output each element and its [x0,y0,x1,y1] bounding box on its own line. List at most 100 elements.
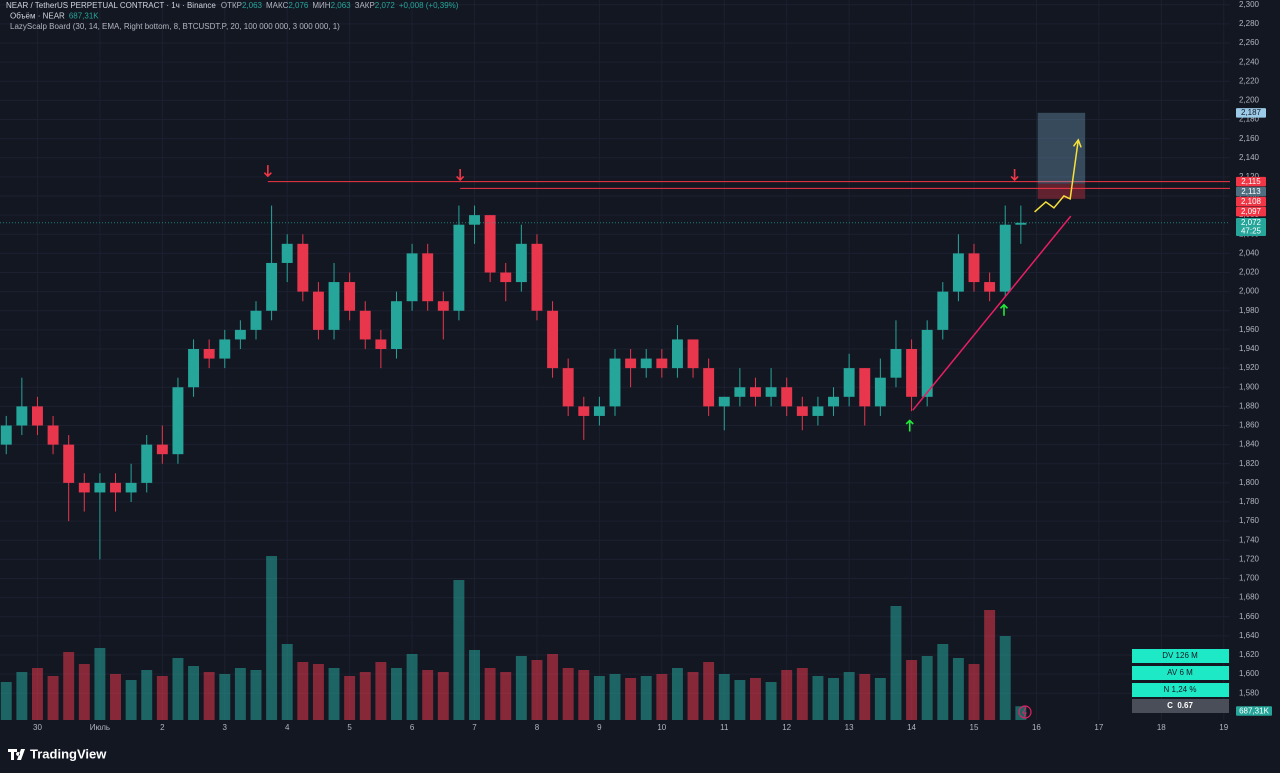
candle-body [422,253,434,302]
volume-bar [203,672,215,720]
y-tick-label: 1,860 [1239,421,1260,430]
x-tick-label: 16 [1032,723,1041,732]
y-tick-label: 1,680 [1239,593,1260,602]
volume-bar [812,676,824,720]
y-tick-label: 1,900 [1239,382,1260,391]
volume-bar [31,668,43,720]
candle-body [578,406,590,416]
candle-body [828,396,839,407]
candle-body [0,425,12,445]
field-value: 2,063 [331,1,352,10]
volume-label: 687,31K [1239,706,1269,715]
candle-body [328,282,340,330]
y-tick-label: 2,300 [1239,0,1260,9]
y-tick-label: 1,620 [1239,650,1260,659]
x-tick-label: 2 [160,723,165,732]
candle-body [968,253,980,283]
y-tick-label: 1,820 [1239,459,1260,468]
candle-body [734,387,746,397]
field-value: 2,063 [242,1,263,10]
y-tick-label: 2,000 [1239,287,1260,296]
volume-bar [718,674,730,720]
volume-bar [1015,706,1027,720]
volume-bar [765,682,777,720]
volume-bar [734,680,746,720]
price-label: 2,113 [1241,187,1261,196]
y-tick-label: 1,880 [1239,401,1260,410]
y-tick-label: 2,240 [1239,57,1260,66]
replay-icon[interactable] [1018,705,1032,719]
volume-bar [312,664,324,720]
y-tick-label: 1,920 [1239,363,1260,372]
candle-body [188,349,200,388]
volume-bar [437,672,449,720]
volume-bar [859,674,871,720]
x-tick-label: 30 [33,723,42,732]
y-tick-label: 2,200 [1239,96,1260,105]
volume-bar [531,660,543,720]
candle-body [843,368,855,397]
x-tick-label: 9 [597,723,602,732]
y-tick-label: 2,220 [1239,76,1260,85]
price-label: 2,108 [1241,197,1262,206]
volume-bar [234,668,246,720]
x-tick-label: 5 [347,723,352,732]
x-tick-label: 6 [410,723,415,732]
field-value: 2,076 [288,1,309,10]
x-tick-label: 18 [1157,723,1166,732]
axes: 1,580 1,600 1,620 1,640 1,660 1,680 1,700 1,720… [33,0,1272,732]
x-tick-label: 4 [285,723,290,732]
candle-body [406,253,418,302]
volume-bar [968,664,980,720]
candle-body [531,243,543,311]
volume-bar [500,672,512,720]
volume-bar [125,680,137,720]
volume-bar [266,556,278,720]
volume-bar [110,674,121,720]
candle-body [437,301,449,311]
footer: TradingView [8,746,107,761]
volume-bar [671,668,683,720]
signal-arrow [905,419,914,432]
candle-body [110,482,121,493]
volume-bar [562,668,574,720]
candle-body [609,358,621,407]
candle-body [781,387,793,407]
board-row [1132,666,1229,680]
candle-body [952,253,964,292]
candle-body [812,406,824,416]
volume-bar [578,670,590,720]
field-name: ЗАКР [355,1,375,10]
volume-value: 687,31K [69,12,99,21]
y-tick-label: 1,800 [1239,478,1260,487]
candle-body [1015,222,1027,225]
candle-body [562,368,574,407]
candle-body [718,396,730,407]
candle-body [297,243,309,292]
volume-bar [344,676,356,720]
volume-bar [391,668,402,720]
board-text: DV 126 M [1162,651,1198,660]
field-name: МИН [312,1,330,10]
candle-body [984,282,996,292]
y-tick-label: 1,720 [1239,554,1260,563]
volume-bar [453,580,465,720]
volume-bar [609,674,621,720]
x-tick-label: Июль [90,723,110,732]
candle-body [219,339,231,359]
y-tick-label: 2,160 [1239,134,1260,143]
volume-bar [890,606,902,720]
board: DV 126 M AV 6 M N 1,24 % C 0.67 [1132,649,1229,713]
board-text: N 1,24 % [1164,685,1197,694]
volume-bar [63,652,75,720]
candle-body [484,215,496,273]
target-zone [1037,112,1086,184]
candle-body [796,406,808,416]
price-label: 2,187 [1241,108,1262,117]
x-tick-label: 13 [845,723,854,732]
volume-bar [984,610,996,720]
brand: TradingView [30,746,107,761]
candle-body [312,291,324,330]
y-tick-label: 1,960 [1239,325,1260,334]
